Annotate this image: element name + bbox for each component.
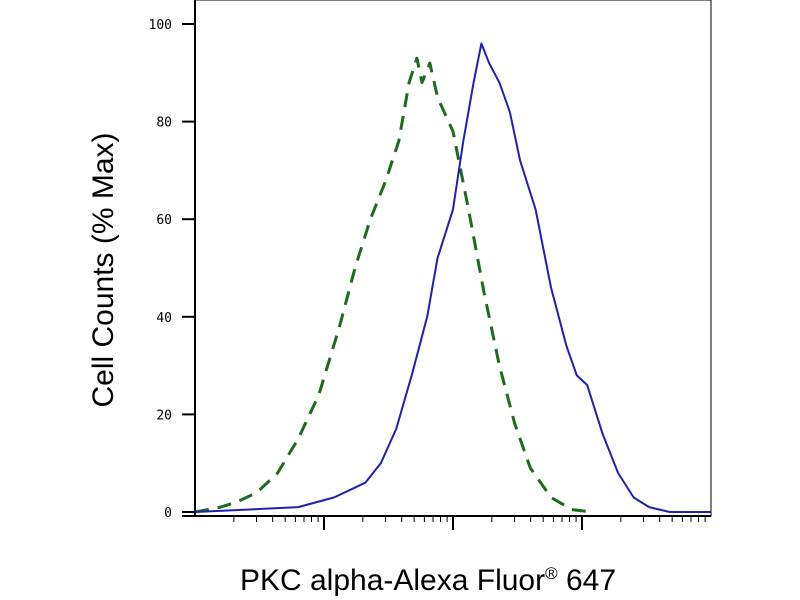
y-tick-label-0: 0 — [164, 506, 172, 521]
stained-histogram-line — [194, 42, 711, 513]
y-tick-label-80: 80 — [156, 116, 172, 131]
x-axis-title: PKC alpha-Alexa Fluor® 647 — [240, 564, 616, 597]
y-tick-label-60: 60 — [156, 213, 172, 228]
x-axis-title-main: PKC alpha-Alexa Fluor — [240, 564, 545, 597]
control-histogram-line — [194, 56, 593, 514]
x-axis-title-sup: ® — [545, 564, 558, 583]
y-tick-label-20: 20 — [156, 408, 172, 423]
y-axis-ticks: 0 20 40 60 80 100 — [149, 18, 195, 521]
y-tick-label-40: 40 — [156, 311, 172, 326]
x-axis-title-tail: 647 — [558, 564, 616, 597]
series-layer — [194, 42, 711, 514]
y-tick-label-100: 100 — [149, 18, 172, 33]
plot-frame — [194, 0, 712, 517]
x-axis-ticks — [233, 516, 706, 530]
y-axis-title: Cell Counts (% Max) — [87, 132, 120, 407]
